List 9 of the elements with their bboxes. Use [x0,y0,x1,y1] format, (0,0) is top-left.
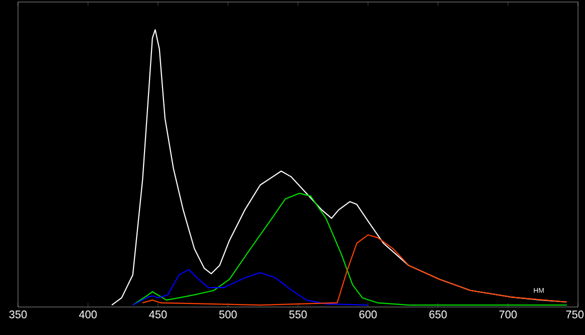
x-tick-label: 350 [9,310,27,318]
x-tick-label: 650 [429,310,447,318]
x-tick-label: 750 [566,310,584,318]
x-tick-label: 550 [289,310,307,318]
x-tick-label: 700 [499,310,517,318]
x-tick-label: 500 [219,310,237,318]
x-tick-label: 450 [149,310,167,318]
x-tick-label: 600 [359,310,377,318]
x-tick-label: 400 [79,310,97,318]
